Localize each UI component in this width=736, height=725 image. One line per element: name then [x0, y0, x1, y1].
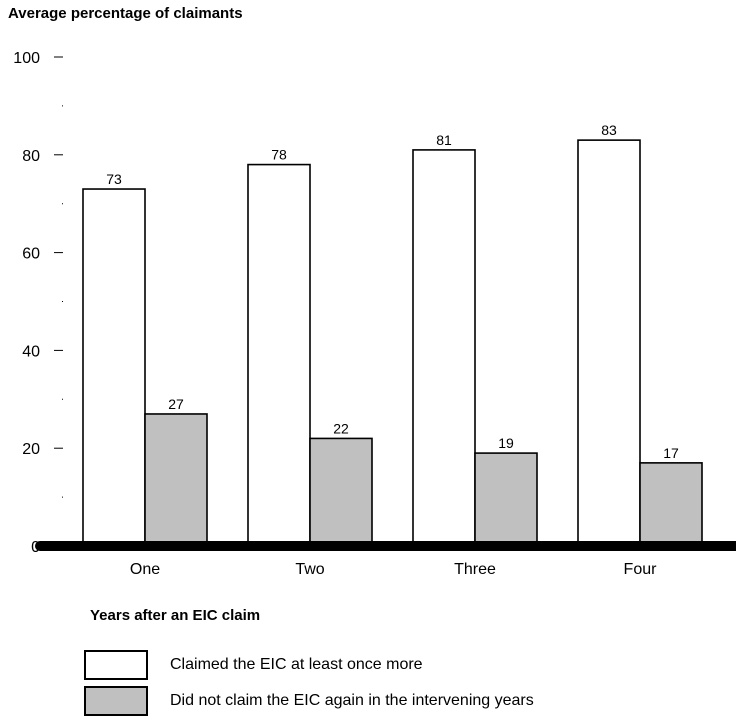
- bar-value-label: 81: [436, 132, 452, 148]
- y-axis-title: Average percentage of claimants: [8, 5, 243, 22]
- bar-did-not-claim: [474, 452, 538, 547]
- bar-value-label: 78: [271, 147, 287, 163]
- x-tick-label: One: [130, 561, 160, 578]
- bar-value-label: 17: [663, 445, 679, 461]
- bar-value-label: 83: [601, 122, 617, 138]
- bar-claimed-again: [247, 163, 311, 547]
- legend-swatch-did-not-claim: [84, 686, 148, 716]
- legend-label-did-not-claim: Did not claim the EIC again in the inter…: [170, 692, 534, 709]
- bar-value-label: 27: [168, 396, 184, 412]
- legend: Claimed the EIC at least once more Did n…: [84, 650, 534, 722]
- y-tick-label: 80: [22, 148, 40, 165]
- bar-did-not-claim: [309, 437, 373, 547]
- bar-value-label: 73: [106, 171, 122, 187]
- bar-claimed-again: [412, 149, 476, 547]
- bar-did-not-claim: [144, 413, 208, 547]
- x-tick-label: Four: [624, 561, 658, 578]
- x-axis-title: Years after an EIC claim: [90, 607, 261, 624]
- y-tick-label: 60: [22, 246, 40, 263]
- y-tick-label: 40: [22, 343, 40, 360]
- bar-value-label: 19: [498, 435, 514, 451]
- x-tick-label: Three: [454, 561, 496, 578]
- y-tick-label: 20: [22, 441, 40, 458]
- x-tick-label: Two: [295, 561, 324, 578]
- legend-label-claimed-again: Claimed the EIC at least once more: [170, 656, 423, 673]
- bar-chart: 0204060801007327One7822Two8119Three8317F…: [13, 50, 736, 578]
- legend-swatch-claimed-again: [84, 650, 148, 680]
- legend-item-did-not-claim: Did not claim the EIC again in the inter…: [84, 686, 534, 716]
- y-tick-label: 100: [13, 50, 40, 67]
- bar-claimed-again: [577, 139, 641, 547]
- bar-did-not-claim: [639, 462, 703, 547]
- bar-value-label: 22: [333, 420, 349, 436]
- legend-item-claimed-again: Claimed the EIC at least once more: [84, 650, 534, 680]
- bar-claimed-again: [82, 188, 146, 547]
